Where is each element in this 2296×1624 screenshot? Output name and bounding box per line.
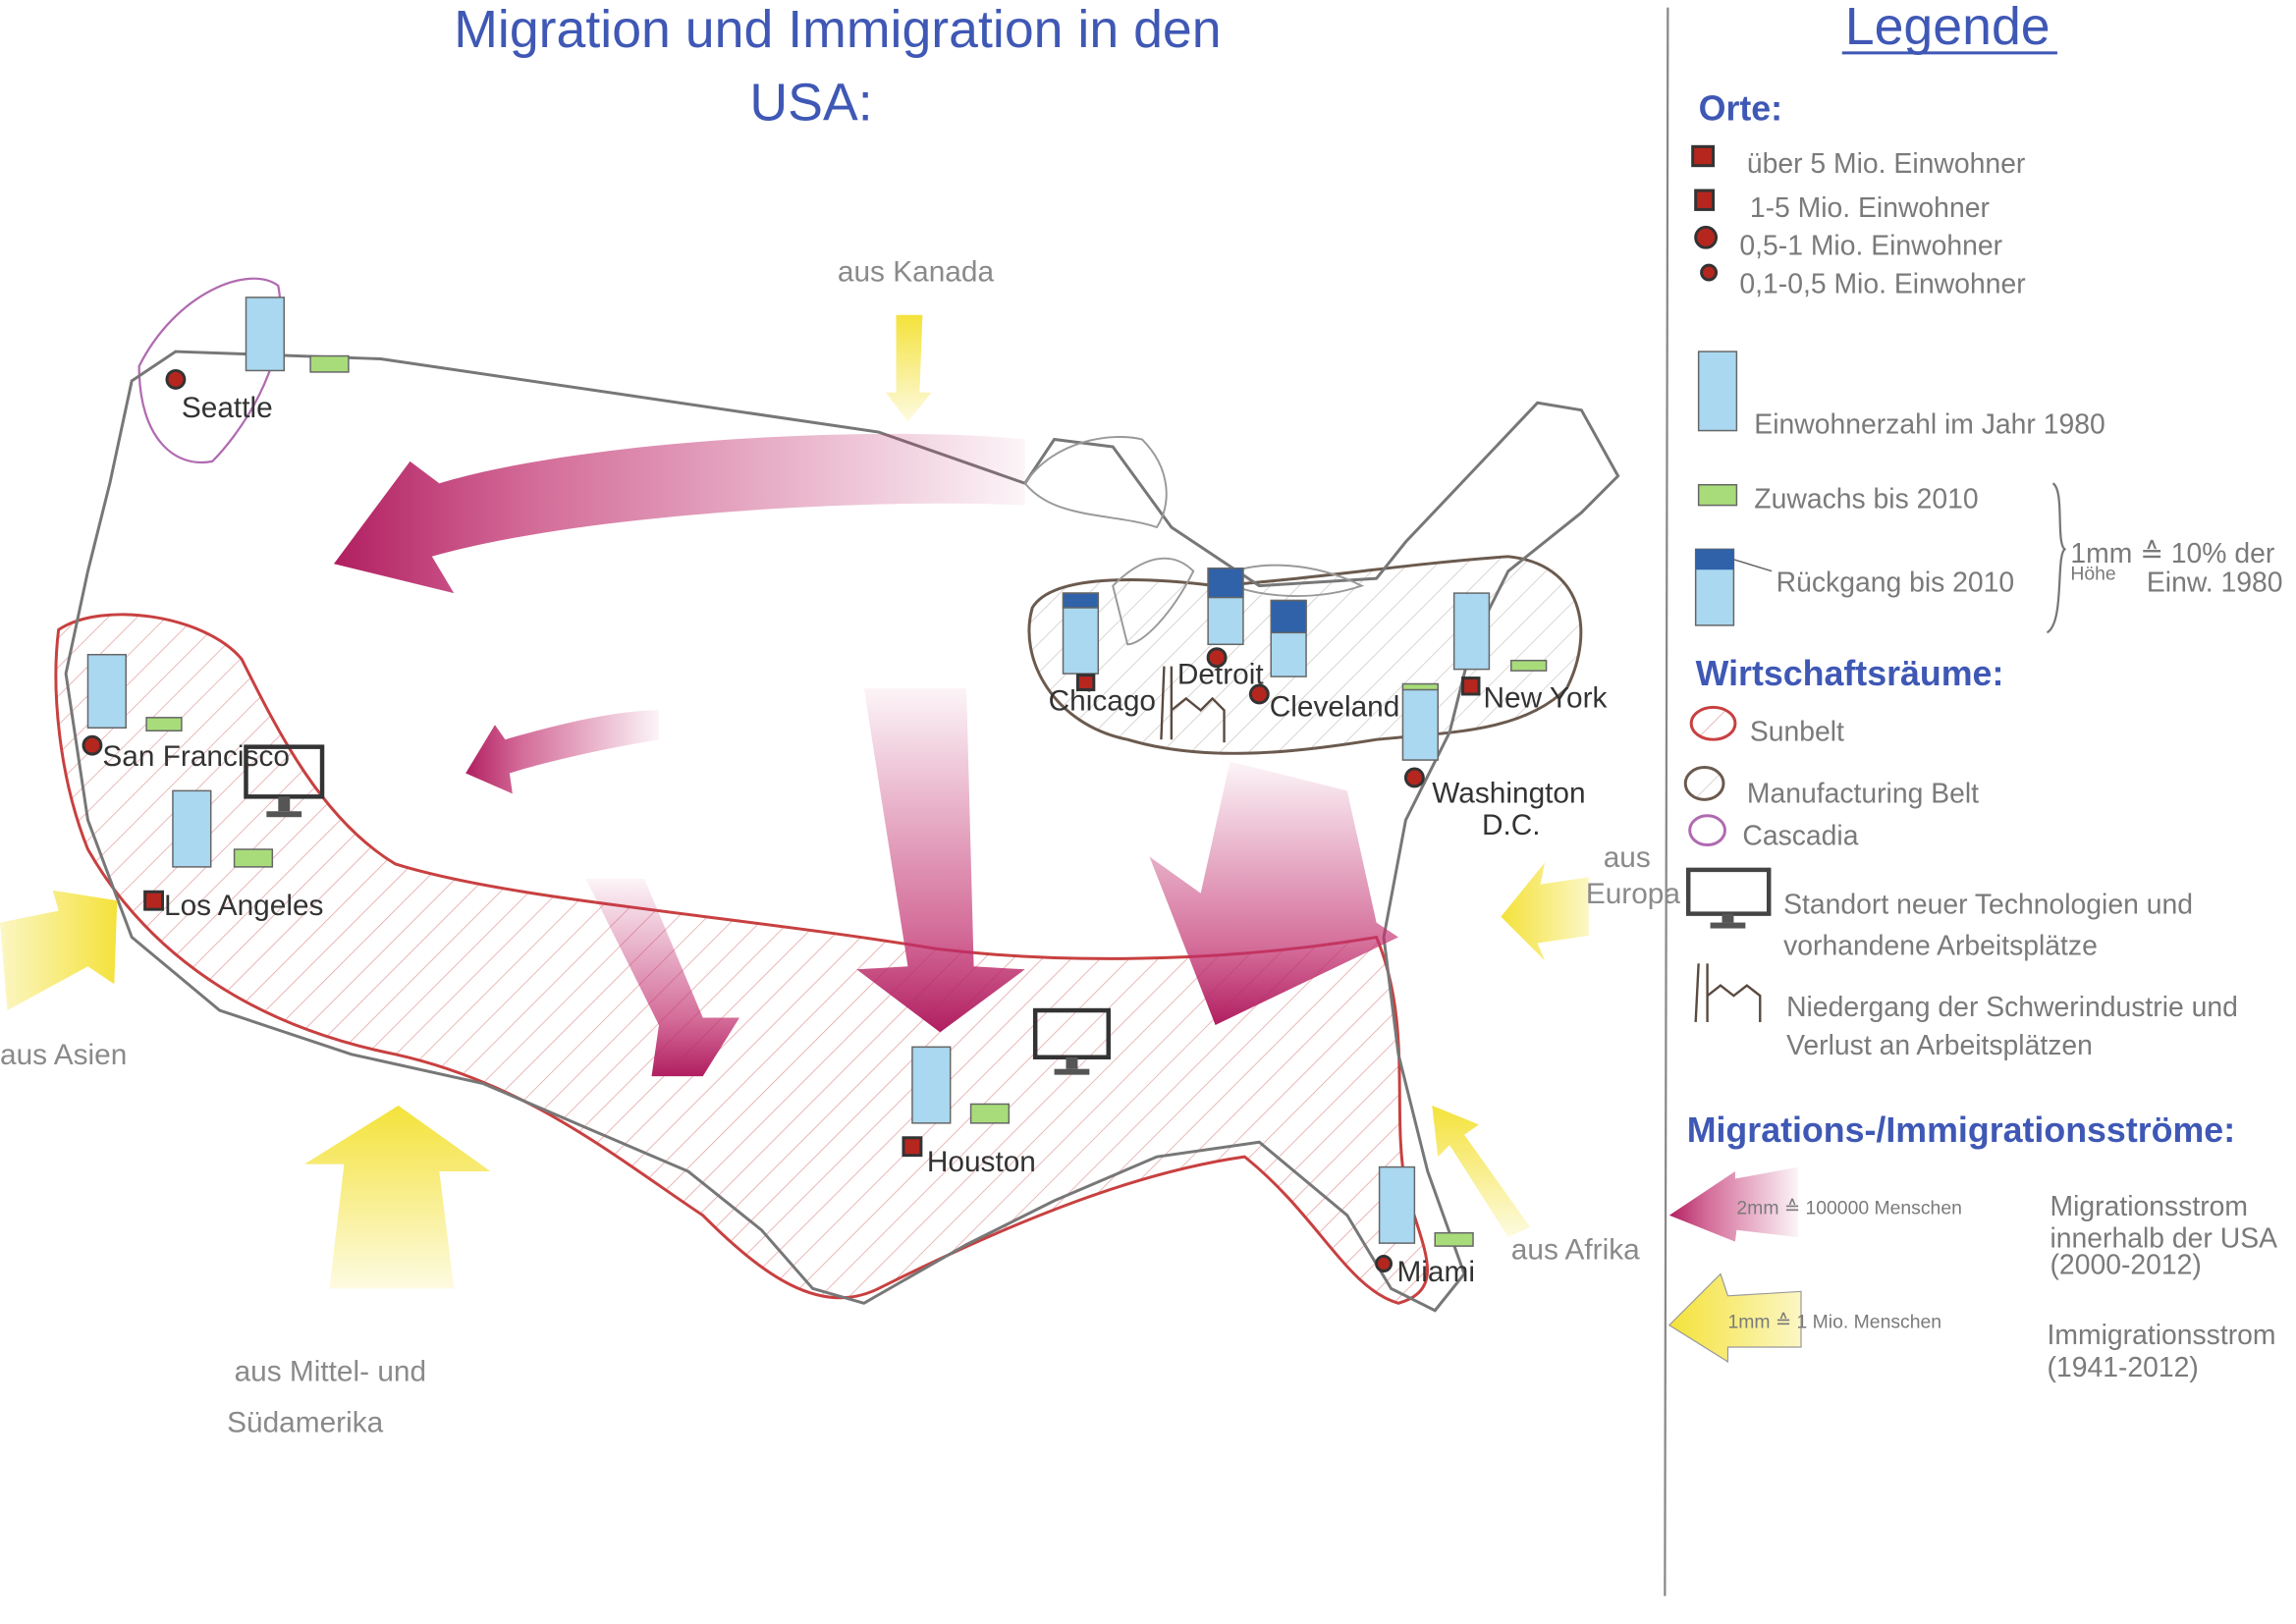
orte-heading: Orte: bbox=[1699, 88, 1782, 128]
city-miami: Miami bbox=[1375, 1255, 1475, 1288]
svg-text:0,5-1 Mio. Einwohner: 0,5-1 Mio. Einwohner bbox=[1739, 231, 2002, 262]
svg-text:Einwohnerzahl im Jahr 1980: Einwohnerzahl im Jahr 1980 bbox=[1754, 409, 2105, 441]
city-cleveland: Cleveland bbox=[1248, 683, 1400, 723]
svg-text:vorhandene Arbeitsplätze: vorhandene Arbeitsplätze bbox=[1783, 930, 2098, 961]
label-aus-kanada: aus Kanada bbox=[838, 255, 995, 288]
cascadia-region bbox=[137, 277, 282, 464]
svg-text:Standort neuer Technologien un: Standort neuer Technologien und bbox=[1783, 890, 2193, 921]
great-lakes bbox=[1023, 436, 1365, 646]
population-bars bbox=[86, 297, 1548, 1247]
legend-migration-arrow bbox=[1668, 1166, 1799, 1242]
immigration-arrow-afrika bbox=[1432, 1105, 1531, 1238]
usa-outline bbox=[64, 350, 1620, 1313]
tech-icon-sanfrancisco bbox=[244, 744, 325, 818]
svg-text:1mm ≙ 10% der: 1mm ≙ 10% der bbox=[2070, 538, 2274, 569]
sunbelt-region bbox=[54, 613, 1429, 1305]
svg-text:Zuwachs bis 2010: Zuwachs bis 2010 bbox=[1754, 484, 1978, 515]
legend-circle-large bbox=[1694, 225, 1719, 249]
svg-text:Houston: Houston bbox=[927, 1146, 1036, 1178]
migration-arrow-south-1 bbox=[585, 878, 739, 1077]
city-san-francisco: San Francisco bbox=[82, 734, 290, 773]
wirtschaft-heading: Wirtschaftsräume: bbox=[1696, 654, 2004, 693]
legend-divider bbox=[1664, 7, 1669, 1597]
legend-title: Legende bbox=[1845, 0, 2050, 56]
svg-text:D.C.: D.C. bbox=[1482, 809, 1541, 841]
immigration-arrow-mittelamerika bbox=[304, 1105, 491, 1289]
svg-text:Manufacturing Belt: Manufacturing Belt bbox=[1747, 778, 1979, 809]
svg-text:0,1-0,5 Mio. Einwohner: 0,1-0,5 Mio. Einwohner bbox=[1739, 268, 2025, 299]
label-aus: aus bbox=[1604, 841, 1651, 874]
label-aus-afrika: aus Afrika bbox=[1511, 1234, 1640, 1267]
city-los-angeles: Los Angeles bbox=[143, 890, 323, 922]
migration-arrow-south-3 bbox=[1149, 761, 1398, 1025]
factory-icon bbox=[1694, 963, 1762, 1023]
city-detroit: Detroit bbox=[1177, 647, 1265, 691]
svg-text:Cascadia: Cascadia bbox=[1742, 821, 1858, 852]
svg-text:über 5 Mio. Einwohner: über 5 Mio. Einwohner bbox=[1747, 148, 2025, 180]
svg-text:Einw. 1980: Einw. 1980 bbox=[2147, 568, 2283, 599]
factory-icon-detroit bbox=[1160, 666, 1226, 743]
legend-square-small bbox=[1694, 189, 1716, 211]
immigration-arrow-asien bbox=[0, 890, 118, 1011]
svg-text:Detroit: Detroit bbox=[1177, 659, 1265, 691]
svg-text:Sunbelt: Sunbelt bbox=[1750, 717, 1844, 748]
svg-text:2mm ≙ 100000 Menschen: 2mm ≙ 100000 Menschen bbox=[1736, 1197, 1961, 1218]
legend-bar-growth bbox=[1697, 483, 1738, 507]
city-seattle: Seattle bbox=[165, 368, 273, 424]
legend-manufacturing-swatch bbox=[1683, 766, 1725, 801]
city-houston: Houston bbox=[902, 1136, 1036, 1178]
svg-text:Niedergang der Schwerindustrie: Niedergang der Schwerindustrie und bbox=[1786, 992, 2238, 1023]
legend-bar-1980 bbox=[1697, 351, 1738, 432]
svg-text:Seattle: Seattle bbox=[182, 392, 273, 424]
label-aus-asien: aus Asien bbox=[0, 1039, 127, 1071]
migration-arrow-south-2 bbox=[856, 688, 1025, 1033]
svg-text:Los Angeles: Los Angeles bbox=[164, 890, 323, 922]
svg-text:San Francisco: San Francisco bbox=[102, 740, 290, 773]
svg-text:(2000-2012): (2000-2012) bbox=[2050, 1249, 2201, 1280]
label-aus-mittel: aus Mittel- und bbox=[235, 1355, 427, 1387]
svg-text:(1941-2012): (1941-2012) bbox=[2048, 1352, 2199, 1383]
svg-text:Washington: Washington bbox=[1432, 777, 1585, 809]
svg-text:Migrationsstrom: Migrationsstrom bbox=[2050, 1191, 2248, 1222]
migration-arrows bbox=[333, 433, 1398, 1077]
tech-icon-houston bbox=[1032, 1007, 1111, 1075]
label-suedamerika: Südamerika bbox=[227, 1406, 383, 1438]
svg-text:1mm ≙ 1 Mio. Menschen: 1mm ≙ 1 Mio. Menschen bbox=[1727, 1312, 1941, 1333]
legend-square-large bbox=[1691, 144, 1716, 168]
svg-text:innerhalb der USA: innerhalb der USA bbox=[2050, 1223, 2277, 1255]
svg-text:Miami: Miami bbox=[1396, 1256, 1475, 1288]
immigration-arrow-kanada bbox=[886, 314, 932, 422]
immigration-arrows bbox=[0, 314, 1589, 1289]
legend-circle-small bbox=[1700, 263, 1719, 282]
migration-arrow-west bbox=[333, 433, 1025, 594]
legend: Legende Orte: über 5 Mio. Einwohner 1-5 … bbox=[1667, 0, 2283, 1383]
svg-text:Höhe: Höhe bbox=[2070, 564, 2115, 585]
city-new-york: New York bbox=[1461, 677, 1607, 714]
map-title-line1: Migration und Immigration in den bbox=[454, 0, 1221, 59]
immigration-arrow-europa bbox=[1501, 862, 1589, 961]
stroeme-heading: Migrations-/Immigrationsströme: bbox=[1687, 1110, 2235, 1150]
label-europa: Europa bbox=[1586, 878, 1681, 910]
svg-text:1-5 Mio. Einwohner: 1-5 Mio. Einwohner bbox=[1750, 192, 1990, 224]
monitor-icon bbox=[1685, 867, 1772, 929]
svg-text:Immigrationsstrom: Immigrationsstrom bbox=[2048, 1320, 2276, 1351]
svg-text:Verlust an Arbeitsplätzen: Verlust an Arbeitsplätzen bbox=[1786, 1030, 2093, 1061]
city-chicago: Chicago bbox=[1049, 674, 1156, 717]
legend-cascadia-swatch bbox=[1688, 814, 1726, 847]
svg-text:Rückgang bis 2010: Rückgang bis 2010 bbox=[1777, 568, 2015, 599]
legend-sunbelt-swatch bbox=[1689, 705, 1737, 741]
map-title-line2: USA: bbox=[749, 73, 872, 132]
svg-text:Cleveland: Cleveland bbox=[1270, 690, 1400, 723]
svg-text:Chicago: Chicago bbox=[1049, 684, 1156, 717]
legend-brace bbox=[2046, 482, 2067, 634]
migration-arrow-southwest bbox=[465, 710, 659, 794]
legend-immigration-arrow bbox=[1667, 1272, 1802, 1363]
svg-text:New York: New York bbox=[1483, 681, 1607, 714]
